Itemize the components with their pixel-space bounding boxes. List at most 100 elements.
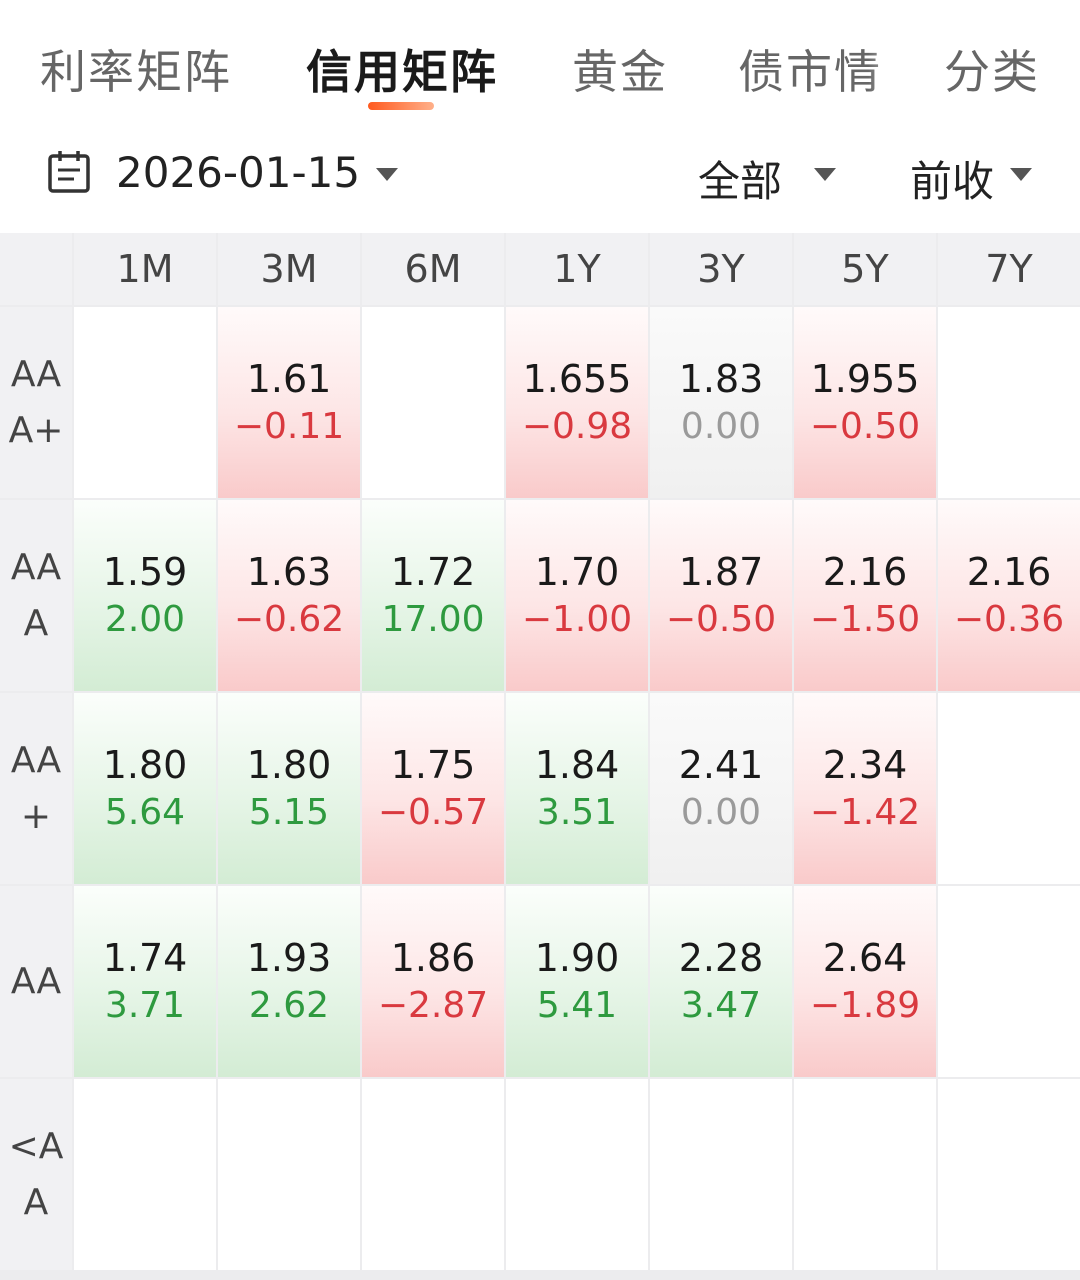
yield-value: 1.86 xyxy=(390,935,476,980)
matrix-cell xyxy=(74,307,216,498)
row-header-line: AA xyxy=(10,739,62,781)
matrix-cell[interactable]: 2.28 3.47 xyxy=(650,886,792,1077)
yield-change: 3.51 xyxy=(536,791,618,833)
row-header-line: <A xyxy=(8,1125,64,1167)
yield-change: 5.41 xyxy=(536,984,618,1026)
row-header: AA A xyxy=(0,500,72,691)
matrix-cell[interactable]: 1.70 −1.00 xyxy=(506,500,648,691)
matrix-cell[interactable]: 2.41 0.00 xyxy=(650,693,792,884)
yield-value: 1.80 xyxy=(102,742,188,787)
tab-rate-matrix[interactable]: 利率矩阵 xyxy=(40,45,232,99)
yield-value: 1.84 xyxy=(534,742,620,787)
tab-bond-market[interactable]: 债市情 xyxy=(738,45,882,99)
matrix-cell xyxy=(938,693,1080,884)
yield-value: 2.16 xyxy=(966,549,1052,594)
yield-value: 1.75 xyxy=(390,742,476,787)
matrix-cell[interactable]: 1.74 3.71 xyxy=(74,886,216,1077)
matrix-cell[interactable]: 1.655 −0.98 xyxy=(506,307,648,498)
row-header-line: AA xyxy=(10,353,62,395)
matrix-cell[interactable]: 1.63 −0.62 xyxy=(218,500,360,691)
filter-bar: 2026-01-15 全部 前收 xyxy=(0,130,1080,220)
row-header-line: A xyxy=(23,602,49,644)
matrix-cell[interactable]: 1.80 5.15 xyxy=(218,693,360,884)
column-header-6m: 6M xyxy=(362,233,504,305)
date-chevron-down-icon[interactable] xyxy=(376,168,398,181)
matrix-cell[interactable]: 1.80 5.64 xyxy=(74,693,216,884)
matrix-cell xyxy=(506,1079,648,1270)
yield-change: −1.89 xyxy=(809,984,921,1026)
column-header-5y: 5Y xyxy=(794,233,936,305)
yield-change: 3.47 xyxy=(680,984,762,1026)
yield-value: 1.59 xyxy=(102,549,188,594)
calendar-icon[interactable] xyxy=(48,150,90,194)
row-header-line: AA xyxy=(10,546,62,588)
yield-change: −1.42 xyxy=(809,791,921,833)
date-selector[interactable]: 2026-01-15 xyxy=(116,148,361,197)
matrix-cell[interactable]: 1.87 −0.50 xyxy=(650,500,792,691)
matrix-cell xyxy=(938,1079,1080,1270)
tab-category[interactable]: 分类 xyxy=(944,45,1040,99)
matrix-cell[interactable]: 1.90 5.41 xyxy=(506,886,648,1077)
yield-value: 2.64 xyxy=(822,935,908,980)
yield-change: −0.36 xyxy=(953,598,1065,640)
matrix-cell[interactable]: 1.61 −0.11 xyxy=(218,307,360,498)
yield-change: 2.62 xyxy=(248,984,330,1026)
matrix-cell[interactable]: 2.64 −1.89 xyxy=(794,886,936,1077)
matrix-cell[interactable]: 1.59 2.00 xyxy=(74,500,216,691)
yield-value: 1.87 xyxy=(678,549,764,594)
matrix-cell[interactable]: 1.86 −2.87 xyxy=(362,886,504,1077)
yield-change: −0.50 xyxy=(665,598,777,640)
matrix-cell xyxy=(938,886,1080,1077)
basis-chevron-down-icon[interactable] xyxy=(1010,168,1032,181)
yield-change: −0.98 xyxy=(521,405,633,447)
row-header-line: + xyxy=(20,795,52,837)
yield-value: 2.34 xyxy=(822,742,908,787)
yield-value: 1.70 xyxy=(534,549,620,594)
matrix-cell[interactable]: 2.16 −1.50 xyxy=(794,500,936,691)
yield-change: −0.57 xyxy=(377,791,489,833)
matrix-cell[interactable]: 1.72 17.00 xyxy=(362,500,504,691)
tab-gold[interactable]: 黄金 xyxy=(572,45,668,99)
scope-chevron-down-icon[interactable] xyxy=(814,168,836,181)
yield-value: 1.72 xyxy=(390,549,476,594)
yield-change: 5.64 xyxy=(104,791,186,833)
yield-change: −1.00 xyxy=(521,598,633,640)
matrix-cell[interactable]: 1.84 3.51 xyxy=(506,693,648,884)
column-header-3m: 3M xyxy=(218,233,360,305)
column-header-7y: 7Y xyxy=(938,233,1080,305)
yield-value: 1.955 xyxy=(810,356,920,401)
matrix-cell xyxy=(794,1079,936,1270)
column-header-1y: 1Y xyxy=(506,233,648,305)
matrix-cell[interactable]: 2.16 −0.36 xyxy=(938,500,1080,691)
yield-value: 1.61 xyxy=(246,356,332,401)
yield-change: 3.71 xyxy=(104,984,186,1026)
tab-credit-matrix[interactable]: 信用矩阵 xyxy=(306,45,498,99)
matrix-cell xyxy=(362,1079,504,1270)
matrix-cell[interactable]: 1.75 −0.57 xyxy=(362,693,504,884)
matrix-cell xyxy=(650,1079,792,1270)
yield-change: −2.87 xyxy=(377,984,489,1026)
column-header-1m: 1M xyxy=(74,233,216,305)
yield-change: 0.00 xyxy=(680,791,762,833)
column-header-3y: 3Y xyxy=(650,233,792,305)
matrix-cell[interactable]: 1.93 2.62 xyxy=(218,886,360,1077)
basis-selector[interactable]: 前收 xyxy=(910,157,995,206)
yield-value: 1.83 xyxy=(678,356,764,401)
yield-value: 2.41 xyxy=(678,742,764,787)
matrix-cell xyxy=(938,307,1080,498)
active-tab-indicator xyxy=(368,102,434,110)
yield-value: 1.655 xyxy=(522,356,632,401)
matrix-cell[interactable]: 1.83 0.00 xyxy=(650,307,792,498)
yield-change: 0.00 xyxy=(680,405,762,447)
yield-value: 2.28 xyxy=(678,935,764,980)
yield-change: −1.50 xyxy=(809,598,921,640)
yield-value: 1.90 xyxy=(534,935,620,980)
matrix-cell[interactable]: 1.955 −0.50 xyxy=(794,307,936,498)
scope-selector[interactable]: 全部 xyxy=(698,157,783,206)
yield-value: 1.63 xyxy=(246,549,332,594)
yield-value: 1.74 xyxy=(102,935,188,980)
row-header: AA xyxy=(0,886,72,1077)
row-header: AA A+ xyxy=(0,307,72,498)
matrix-cell[interactable]: 2.34 −1.42 xyxy=(794,693,936,884)
matrix-cell xyxy=(362,307,504,498)
